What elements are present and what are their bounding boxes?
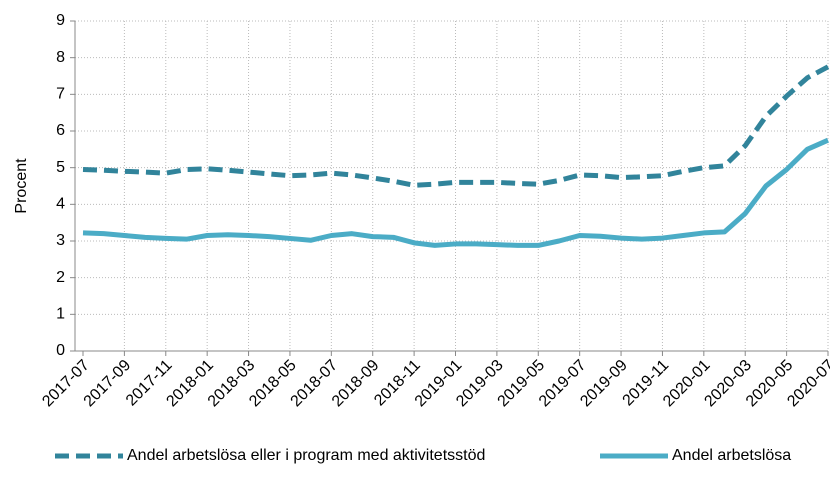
y-tick-label: 4 <box>56 196 65 213</box>
legend-label: Andel arbetslösa <box>672 447 791 464</box>
y-tick-label: 3 <box>56 232 65 249</box>
y-tick-label: 6 <box>56 122 65 139</box>
legend-label: Andel arbetslösa eller i program med akt… <box>127 447 485 464</box>
y-tick-label: 0 <box>56 342 65 359</box>
legend-item: Andel arbetslösa eller i program med akt… <box>55 447 485 464</box>
y-tick-label: 7 <box>56 86 65 103</box>
y-tick-label: 8 <box>56 49 65 66</box>
line <box>82 137 830 248</box>
y-tick-label: 2 <box>56 269 65 286</box>
legend-item: Andel arbetslösa <box>600 447 791 464</box>
y-tick-label: 9 <box>56 12 65 29</box>
y-tick-label: 5 <box>56 159 65 176</box>
y-axis-label: Procent <box>13 158 30 214</box>
y-tick-label: 1 <box>56 306 65 323</box>
